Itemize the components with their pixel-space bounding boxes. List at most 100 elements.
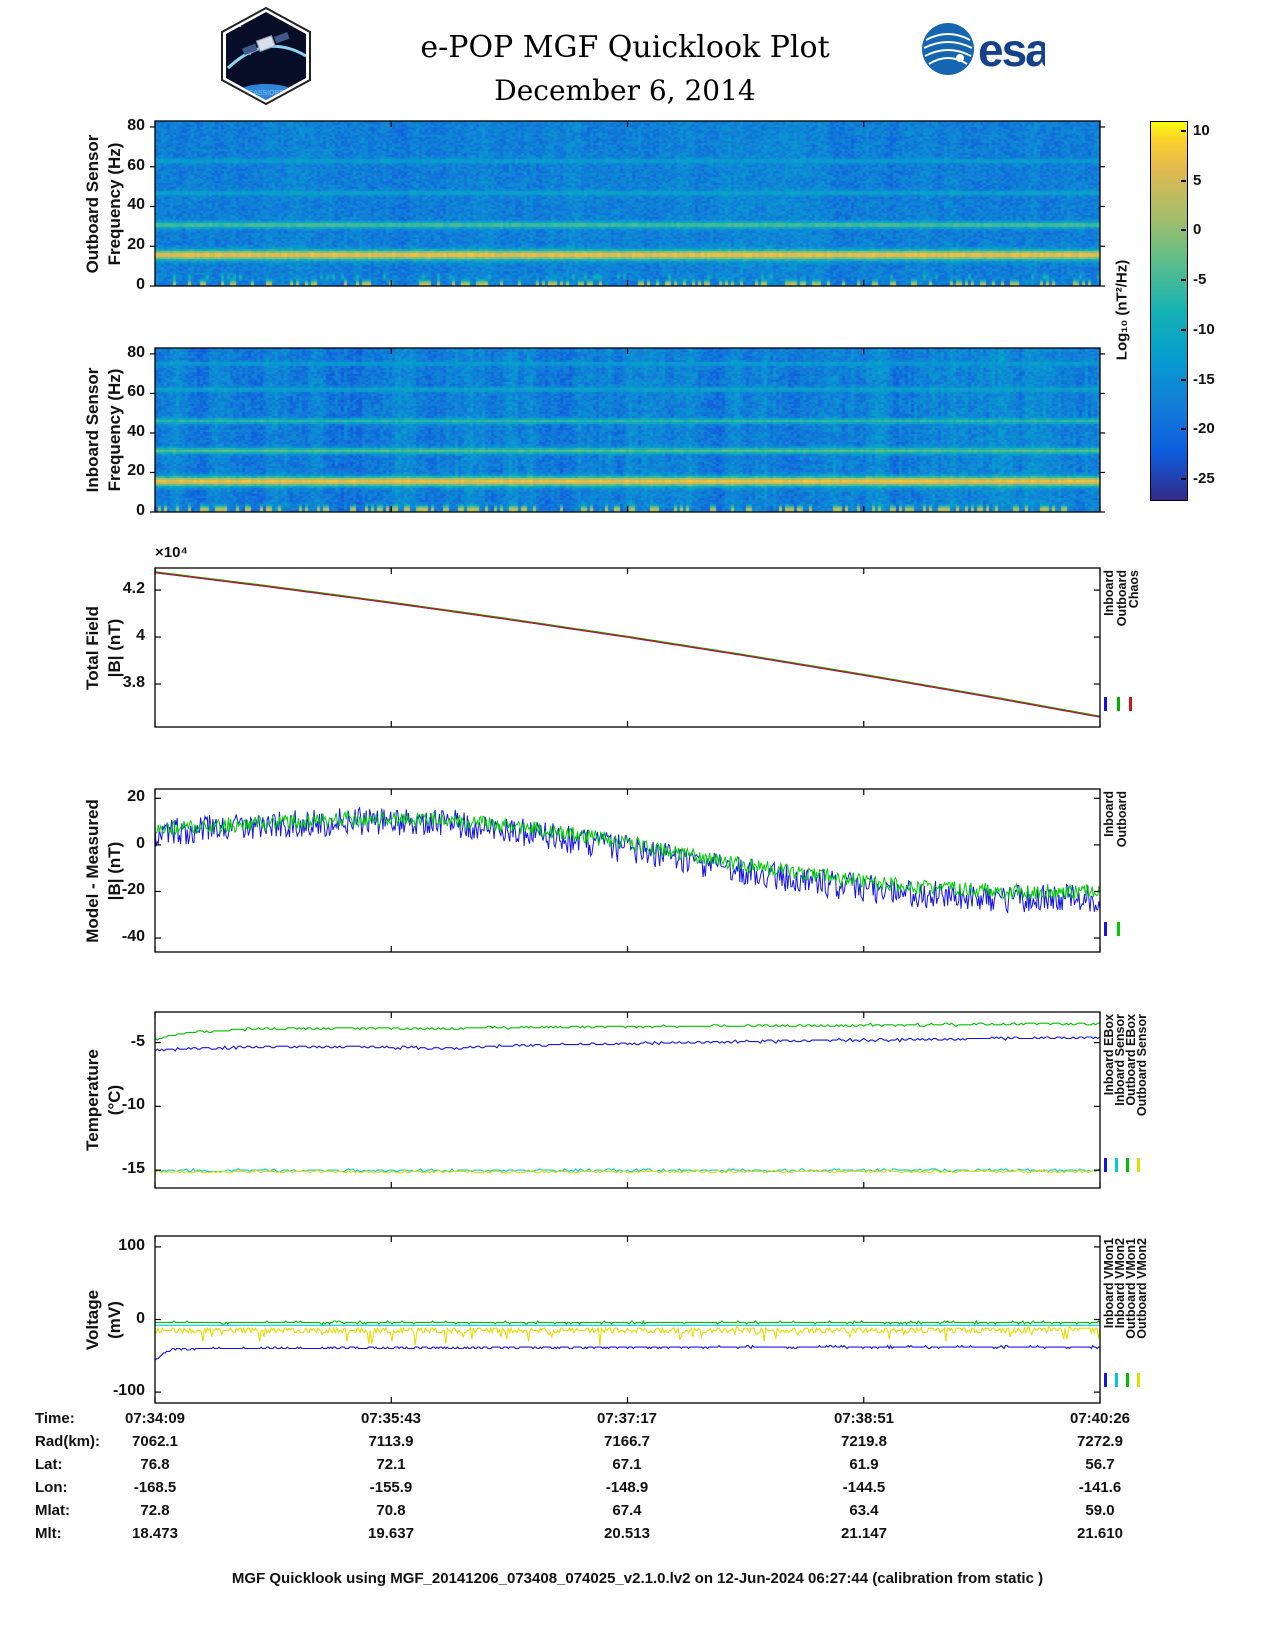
ephemeris-row-radius: Rad(km): 7062.1 7113.9 7166.7 7219.8 727…: [0, 1433, 1275, 1455]
time-value: 07:35:43: [360, 1410, 422, 1427]
lat-value: 67.1: [612, 1456, 642, 1473]
series-outboard-vmon1: [155, 1319, 1100, 1325]
row-label: Lon:: [35, 1479, 68, 1496]
y-tick-label: 0: [136, 502, 145, 519]
colorbar-tick: [1181, 129, 1186, 132]
y-tick-label: 0: [136, 1309, 145, 1327]
legend-label-inboard: Inboard: [1102, 570, 1116, 616]
legend-label-outboard-vmon2: Outboard VMon2: [1135, 1238, 1149, 1339]
colorbar-tick-label: 5: [1193, 171, 1202, 189]
legend-mark: [1137, 1373, 1140, 1387]
plot-date: December 6, 2014: [494, 74, 756, 107]
y-tick-label: 3.8: [122, 674, 145, 692]
legend-mark: [1104, 1373, 1107, 1387]
esa-logo-graphic: esa: [922, 23, 1053, 76]
lon-value: -148.9: [605, 1479, 649, 1496]
y-tick-label: -15: [121, 1160, 145, 1178]
y-tick-label: -20: [121, 881, 145, 899]
lon-value: -155.9: [369, 1479, 413, 1496]
colorbar-tick: [1181, 229, 1186, 232]
inboard-spectrogram-canvas: [155, 348, 1100, 512]
row-label: Mlat:: [35, 1502, 70, 1519]
colorbar-tick: [1181, 428, 1186, 431]
mlt-value: 18.473: [132, 1525, 178, 1542]
mlat-value: 59.0: [1085, 1502, 1115, 1519]
legend-label-outboard: Outboard: [1114, 791, 1129, 848]
voltage-plot: [155, 1319, 1100, 1361]
colorbar-tick-label: -25: [1193, 470, 1215, 488]
y-tick-label: 80: [127, 343, 145, 361]
radius-value: 7166.7: [604, 1433, 650, 1450]
y-tick-label: 4: [136, 627, 145, 645]
mlat-value: 63.4: [849, 1502, 879, 1519]
legend-mark: [1126, 1373, 1129, 1387]
ephemeris-row-mlat: Mlat: 72.8 70.8 67.4 63.4 59.0: [0, 1502, 1275, 1524]
lon-value: -144.5: [842, 1479, 886, 1496]
inboard-spectrogram-ylabel: Inboard Sensor Frequency (Hz): [82, 367, 124, 493]
mlt-value: 21.610: [1077, 1525, 1123, 1542]
lon-value: -141.6: [1078, 1479, 1122, 1496]
esa-wordmark: esa: [978, 24, 1045, 76]
series-outboard-sensor: [155, 1169, 1100, 1174]
legend-mark: [1126, 1158, 1129, 1172]
legend-label-outboard-sensor: Outboard Sensor: [1135, 1014, 1149, 1117]
outboard-spectrogram-canvas: [155, 121, 1100, 286]
radius-value: 7272.9: [1077, 1433, 1123, 1450]
mlat-value: 72.8: [140, 1502, 170, 1519]
legend-mark: [1137, 1158, 1140, 1172]
series-outboard-vmon2: [155, 1324, 1100, 1346]
model-measured-axis: [154, 788, 1101, 953]
legend-label-inboard: Inboard: [1102, 791, 1116, 837]
mlat-value: 67.4: [612, 1502, 642, 1519]
series-inboard-ebox: [155, 1036, 1100, 1052]
y-tick-label: 0: [136, 834, 145, 852]
legend-mark: [1116, 922, 1120, 936]
legend-mark: [1104, 697, 1107, 711]
axis-exponent-label: ×10⁴: [155, 544, 188, 561]
mlat-value: 70.8: [376, 1502, 406, 1519]
voltage-ylabel: Voltage (mV): [82, 1289, 124, 1350]
colorbar-label: Log₁₀ (nT²/Hz): [1113, 259, 1131, 361]
temperature-axis: [154, 1011, 1101, 1189]
colorbar-gradient: [1150, 121, 1188, 501]
voltage-axis: [154, 1235, 1101, 1404]
legend-mark: [1129, 697, 1132, 711]
colorbar-tick-label: 0: [1193, 221, 1202, 239]
temperature-ylabel: Temperature (°C): [82, 1049, 124, 1151]
colorbar-tick-label: -20: [1193, 420, 1215, 438]
y-tick-label: 80: [127, 116, 145, 134]
mlt-value: 20.513: [604, 1525, 650, 1542]
colorbar-tick: [1181, 328, 1186, 331]
lat-value: 72.1: [376, 1456, 406, 1473]
y-tick-label: 0: [136, 276, 145, 293]
esa-logo: esa: [920, 20, 1053, 83]
mlt-value: 19.637: [368, 1525, 414, 1542]
y-tick-label: -40: [121, 928, 145, 946]
y-tick-label: 60: [127, 383, 145, 401]
ephemeris-row-lat: Lat: 76.8 72.1 67.1 61.9 56.7: [0, 1456, 1275, 1478]
time-value: 07:40:26: [1069, 1410, 1131, 1427]
colorbar-tick-label: -10: [1193, 320, 1215, 338]
legend-mark: [1104, 922, 1107, 936]
legend-mark: [1104, 1158, 1107, 1172]
colorbar-tick: [1181, 279, 1186, 282]
series-outboard-ebox: [155, 1022, 1100, 1041]
legend-mark: [1115, 1158, 1118, 1172]
row-label: Time:: [35, 1410, 75, 1427]
colorbar-tick: [1181, 478, 1186, 481]
y-tick-label: 100: [118, 1236, 145, 1254]
esa-emblem-dot: [956, 54, 964, 62]
outboard-spectrogram-axis: [150, 120, 1105, 287]
mlt-value: 21.147: [841, 1525, 887, 1542]
colorbar-tick-label: -5: [1193, 271, 1207, 289]
y-tick-label: -5: [130, 1032, 145, 1050]
satellite-icon: [242, 32, 290, 56]
row-label: Rad(km):: [35, 1433, 101, 1450]
series-inboard-vmon1: [155, 1344, 1100, 1361]
row-label: Mlt:: [35, 1525, 62, 1542]
legend-mark: [1116, 697, 1120, 711]
colorbar-tick-label: -15: [1193, 370, 1215, 388]
y-tick-label: 20: [127, 788, 145, 806]
cassiope-badge: CASSIOPE: [221, 6, 311, 106]
time-value: 07:34:09: [124, 1410, 186, 1427]
